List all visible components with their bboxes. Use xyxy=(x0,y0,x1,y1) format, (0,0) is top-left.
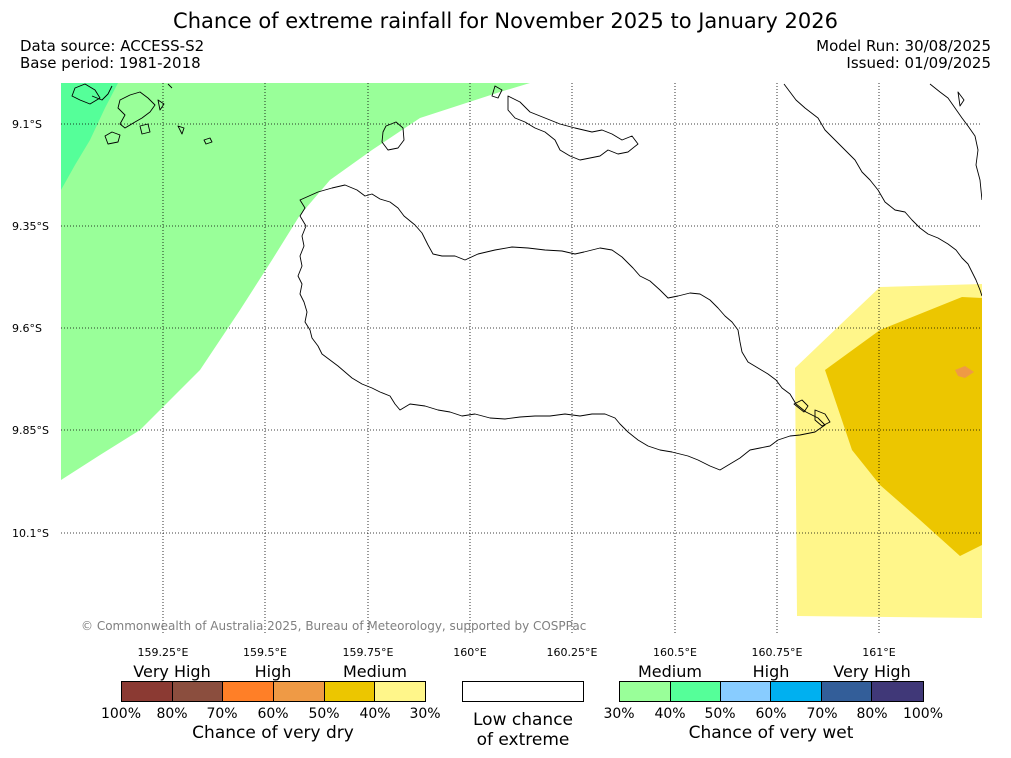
dry-category-medium: Medium xyxy=(343,662,407,681)
dry-colorbar xyxy=(121,681,426,702)
wet-tick-80: 80% xyxy=(856,706,888,722)
lon-label-161: 161°E xyxy=(862,646,896,659)
neutral-label-line2: of extreme xyxy=(476,730,570,750)
lon-label-159-5: 159.5°E xyxy=(243,646,287,659)
wet-swatch-4 xyxy=(771,682,822,701)
lat-label-9-35: 9.35°S xyxy=(12,220,49,233)
wet-category-very-high: Very High xyxy=(833,662,911,681)
lat-label-10-1: 10.1°S xyxy=(12,527,49,540)
wet-tick-50: 50% xyxy=(704,706,736,722)
dry-tick-70: 70% xyxy=(206,706,238,722)
graticule xyxy=(61,83,982,633)
wet-swatch-3 xyxy=(721,682,772,701)
dry-tick-80: 80% xyxy=(156,706,188,722)
base-period: Base period: 1981-2018 xyxy=(20,54,201,72)
map-title: Chance of extreme rainfall for November … xyxy=(173,9,838,33)
lon-label-159-75: 159.75°E xyxy=(342,646,394,659)
wet-category-medium: Medium xyxy=(638,662,702,681)
small-island-coast xyxy=(381,121,405,151)
lat-label-9-6: 9.6°S xyxy=(12,322,42,335)
dry-legend-title: Chance of very dry xyxy=(192,723,354,743)
lon-label-159-25: 159.25°E xyxy=(137,646,189,659)
lat-label-9-1: 9.1°S xyxy=(12,118,42,131)
dry-category-very-high: Very High xyxy=(133,662,211,681)
neutral-swatch xyxy=(462,681,584,702)
data-source: Data source: ACCESS-S2 xyxy=(20,37,205,55)
dry-category-high: High xyxy=(254,662,292,681)
neutral-label: Low chance of extreme xyxy=(443,710,603,750)
lon-label-160-5: 160.5°E xyxy=(653,646,697,659)
wet-tick-30: 30% xyxy=(603,706,635,722)
lon-label-160-75: 160.75°E xyxy=(751,646,803,659)
run-info: Model Run: 30/08/2025 Issued: 01/09/2025 xyxy=(816,38,991,72)
wet-tick-70: 70% xyxy=(806,706,838,722)
dry-small-patch xyxy=(955,366,974,378)
wet-high-area xyxy=(61,83,118,190)
wet-legend-title: Chance of very wet xyxy=(688,723,854,743)
dry-tick-60: 60% xyxy=(257,706,289,722)
wet-tick-60: 60% xyxy=(755,706,787,722)
wet-colorbar xyxy=(619,681,924,702)
dry-tick-40: 40% xyxy=(359,706,391,722)
lat-label-9-85: 9.85°S xyxy=(12,424,49,437)
wet-tick-40: 40% xyxy=(654,706,686,722)
coastlines xyxy=(71,83,982,471)
wet-swatch-5 xyxy=(821,682,873,701)
dry-swatch-1 xyxy=(122,682,173,701)
wet-swatch-1 xyxy=(620,682,671,701)
dry-swatch-3 xyxy=(223,682,274,701)
lon-label-160: 160°E xyxy=(453,646,487,659)
dry-tick-30: 30% xyxy=(409,706,441,722)
dry-tick-50: 50% xyxy=(308,706,340,722)
dry-tick-100: 100% xyxy=(100,706,142,722)
source-info: Data source: ACCESS-S2 Base period: 1981… xyxy=(20,38,204,72)
wet-category-high: High xyxy=(752,662,790,681)
lon-label-160-25: 160.25°E xyxy=(546,646,598,659)
dry-high-area xyxy=(825,297,982,556)
neutral-label-line1: Low chance xyxy=(473,710,573,730)
malaita-coast xyxy=(783,83,982,297)
dry-swatch-4 xyxy=(274,682,325,701)
issued-date: Issued: 01/09/2025 xyxy=(846,54,991,72)
copyright-notice: © Commonwealth of Australia 2025, Bureau… xyxy=(81,619,587,633)
dry-swatch-5 xyxy=(325,682,375,701)
model-run: Model Run: 30/08/2025 xyxy=(816,37,991,55)
wet-swatch-2 xyxy=(670,682,722,701)
wet-swatch-6 xyxy=(872,682,924,701)
dry-swatch-6 xyxy=(375,682,425,701)
wet-tick-100: 100% xyxy=(902,706,944,722)
wet-medium-area xyxy=(61,83,530,480)
guadalcanal-coast xyxy=(297,184,826,471)
dry-swatch-2 xyxy=(173,682,223,701)
